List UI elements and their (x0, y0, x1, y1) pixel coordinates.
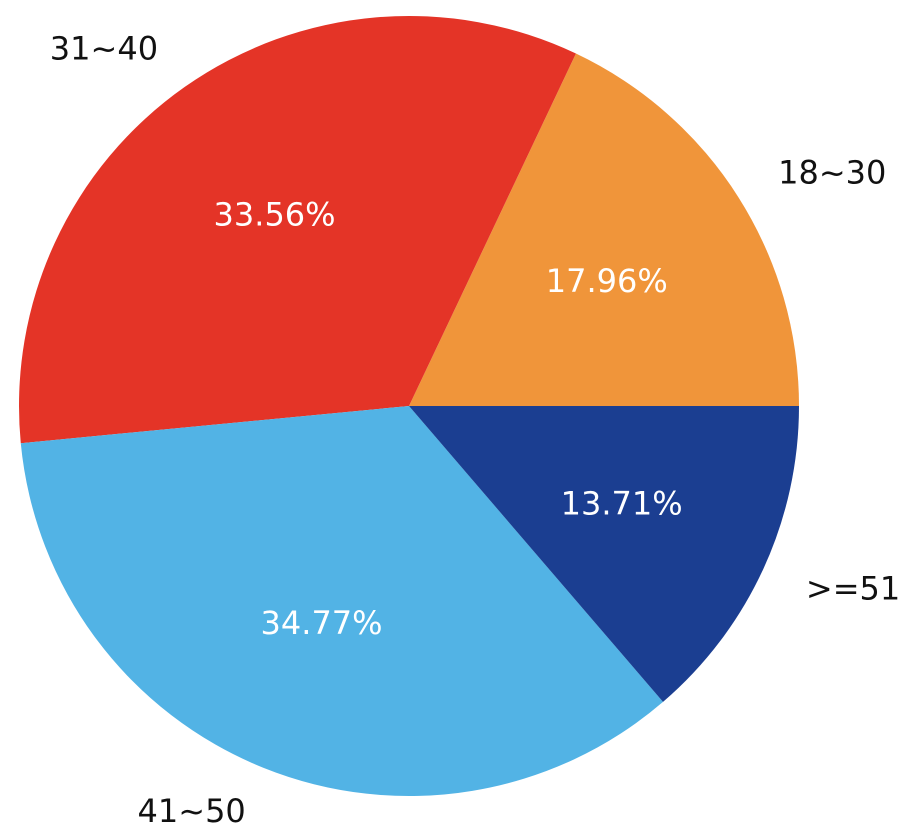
labels-layer: 17.96% 18~30 33.56% 31~40 34.77% 41~50 13.71% >… (50, 29, 900, 830)
pie-slice->=51 (409, 406, 799, 702)
pie-category-label: 31~40 (50, 29, 158, 67)
pie-category-label: 18~30 (778, 153, 886, 191)
pie-category-label: 41~50 (138, 792, 246, 830)
pie-slice-18~30 (409, 53, 799, 407)
pie-slice-41~50 (20, 406, 664, 797)
pie-slice-31~40 (18, 15, 576, 444)
pie-category-label: >=51 (806, 569, 900, 607)
pie-percent-label: 33.56% (214, 195, 336, 233)
slices-layer (18, 15, 799, 797)
pie-percent-label: 13.71% (561, 485, 683, 523)
pie-percent-label: 34.77% (261, 604, 383, 642)
pie-percent-label: 17.96% (546, 262, 668, 300)
